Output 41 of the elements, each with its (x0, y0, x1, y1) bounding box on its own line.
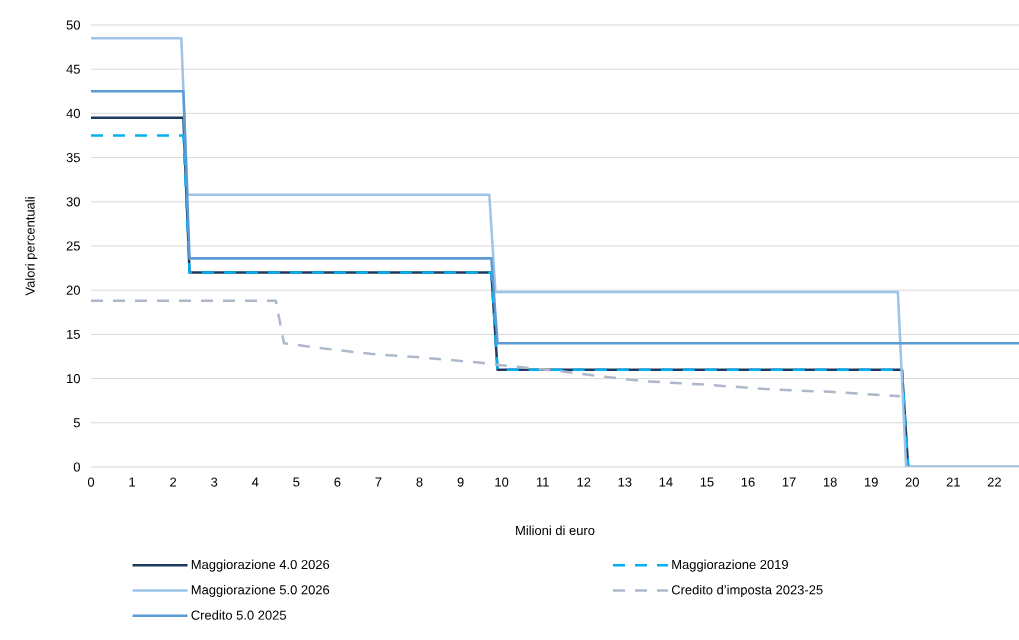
x-tick-label: 1 (129, 477, 136, 487)
y-tick-label: 0 (73, 462, 80, 472)
x-tick-label: 19 (864, 477, 878, 487)
y-tick-label: 50 (66, 20, 80, 30)
x-tick-label: 6 (334, 477, 341, 487)
y-tick-label: 40 (66, 108, 80, 118)
y-tick-label: 15 (67, 329, 80, 339)
legend-label: Maggiorazione 4.0 2026 (191, 559, 330, 572)
x-tick-label: 14 (659, 477, 673, 487)
legend-label: Credito d’imposta 2023-25 (671, 584, 823, 597)
y-tick-label: 10 (67, 374, 80, 384)
x-tick-label: 15 (700, 477, 714, 487)
x-tick-label: 4 (251, 477, 259, 487)
legend-label: Maggiorazione 5.0 2026 (191, 584, 330, 597)
y-tick-label: 25 (66, 241, 80, 251)
x-tick-label: 17 (782, 477, 796, 487)
y-tick-label: 5 (73, 418, 80, 428)
x-tick-label: 7 (375, 477, 382, 487)
legend-label: Maggiorazione 2019 (672, 559, 788, 572)
x-axis-title: Milioni di euro (516, 525, 595, 536)
y-tick-label: 45 (66, 64, 80, 74)
y-tick-label: 30 (66, 197, 80, 207)
x-tick-label: 5 (293, 477, 300, 487)
x-tick-label: 18 (823, 477, 837, 487)
x-tick-label: 2 (170, 477, 177, 487)
x-tick-label: 13 (618, 477, 632, 487)
x-tick-label: 9 (457, 477, 464, 487)
x-tick-label: 8 (416, 477, 423, 487)
x-tick-label: 12 (577, 477, 591, 487)
x-tick-label: 20 (905, 477, 919, 487)
x-tick-label: 11 (536, 477, 549, 487)
x-tick-label: 21 (946, 477, 960, 487)
legend-label: Credito 5.0 2025 (191, 610, 286, 620)
y-axis-title: Valori percentuali (25, 197, 38, 296)
x-tick-label: 22 (987, 477, 1001, 487)
y-tick-label: 20 (66, 285, 80, 295)
x-tick-label: 3 (211, 477, 218, 487)
x-tick-label: 16 (741, 477, 755, 487)
y-tick-label: 35 (66, 153, 80, 163)
x-tick-label: 10 (495, 477, 509, 487)
x-tick-label: 0 (87, 477, 95, 487)
